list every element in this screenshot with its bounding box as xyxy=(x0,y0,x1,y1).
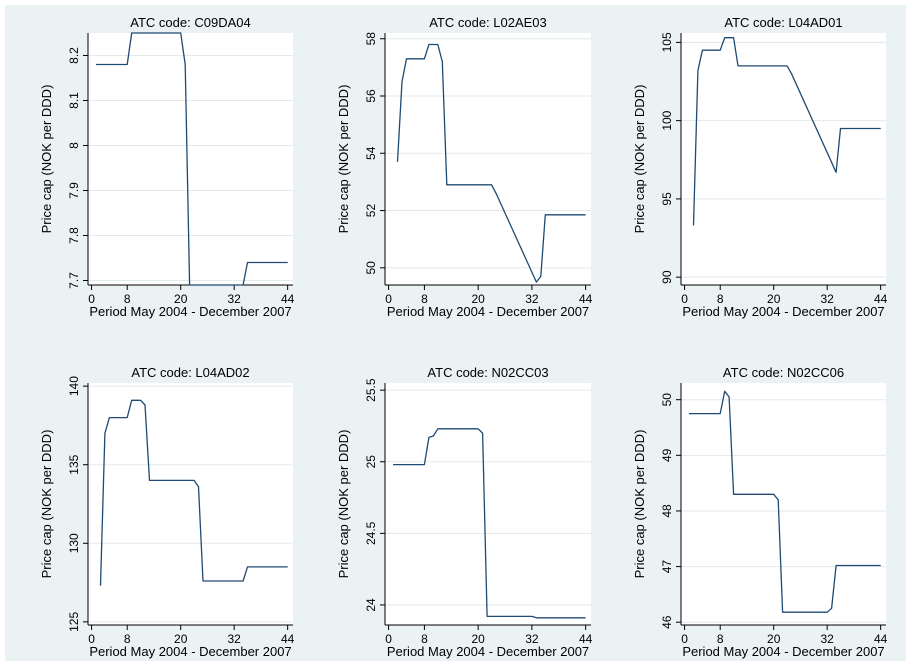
chart-panel-5: 24 24.5 25 25.5 0 8 20 32 44 ATC code: N02CC03 Per… xyxy=(336,365,593,659)
price-cap-line xyxy=(99,399,288,586)
y-tick-label: 140 xyxy=(67,376,81,396)
y-axis-label: Price cap (NOK per DDD) xyxy=(336,430,351,579)
chart-title: ATC code: N02CC03 xyxy=(427,365,548,380)
y-tick-label: 95 xyxy=(660,192,674,206)
y-tick-label: 125 xyxy=(67,612,81,632)
chart-title: ATC code: C09DA04 xyxy=(130,15,250,30)
y-tick-label: 7.9 xyxy=(67,182,81,199)
plot-area xyxy=(88,33,293,285)
x-tick-label: 32 xyxy=(227,292,241,306)
x-axis-label: Period May 2004 - December 2007 xyxy=(682,644,884,659)
x-axis-label: Period May 2004 - December 2007 xyxy=(387,644,589,659)
chart-panel-2: 50 52 54 56 58 0 8 20 32 44 ATC code: L02AE03 Perio… xyxy=(336,15,593,319)
x-tick-label: 20 xyxy=(767,292,781,306)
y-tick-label: 54 xyxy=(364,146,378,160)
plot-area xyxy=(88,383,293,625)
y-tick-label: 100 xyxy=(660,110,674,130)
plot-area xyxy=(681,383,886,625)
y-tick-label: 7.8 xyxy=(67,227,81,244)
plot-area xyxy=(385,33,591,285)
y-tick-label: 130 xyxy=(67,533,81,553)
x-tick-label: 32 xyxy=(820,632,834,646)
x-tick-label: 44 xyxy=(874,292,888,306)
x-tick-label: 0 xyxy=(385,632,392,646)
chart-panel-4: 125 130 135 140 0 8 20 32 44 ATC code: L04AD02 Per… xyxy=(39,365,295,659)
y-tick-label: 135 xyxy=(67,454,81,474)
y-tick-label: 52 xyxy=(364,204,378,218)
x-tick-label: 0 xyxy=(385,292,392,306)
y-tick-label: 58 xyxy=(364,32,378,46)
x-tick-label: 32 xyxy=(525,632,539,646)
y-axis-label: Price cap (NOK per DDD) xyxy=(336,85,351,234)
x-axis-label: Period May 2004 - December 2007 xyxy=(682,304,884,319)
price-cap-line xyxy=(393,428,586,619)
x-tick-label: 20 xyxy=(174,632,188,646)
y-tick-label: 25 xyxy=(364,455,378,469)
x-tick-label: 8 xyxy=(421,292,428,306)
x-tick-label: 44 xyxy=(874,632,888,646)
x-tick-label: 44 xyxy=(579,292,593,306)
x-tick-label: 32 xyxy=(820,292,834,306)
x-tick-label: 44 xyxy=(281,292,295,306)
y-tick-label: 24 xyxy=(364,598,378,612)
chart-panel-6: 46 47 48 49 50 0 8 20 32 44 ATC code: N02CC06 Perio… xyxy=(632,365,888,659)
y-tick-label: 50 xyxy=(660,393,674,407)
price-cap-line xyxy=(689,390,881,613)
chart-title: ATC code: L04AD02 xyxy=(131,365,249,380)
x-tick-label: 0 xyxy=(88,292,95,306)
price-cap-line xyxy=(396,43,586,283)
x-axis-label: Period May 2004 - December 2007 xyxy=(387,304,589,319)
chart-title: ATC code: L04AD01 xyxy=(724,15,842,30)
y-tick-label: 50 xyxy=(364,261,378,275)
y-tick-label: 105 xyxy=(660,32,674,52)
x-tick-label: 8 xyxy=(421,632,428,646)
x-axis-label: Period May 2004 - December 2007 xyxy=(89,644,291,659)
price-cap-line xyxy=(96,32,288,286)
x-tick-label: 44 xyxy=(579,632,593,646)
chart-panel-1: 7.7 7.8 7.9 8 8.1 8.2 0 8 20 32 44 ATC code: C09DA0… xyxy=(39,15,295,319)
x-tick-label: 20 xyxy=(471,292,485,306)
y-axis-label: Price cap (NOK per DDD) xyxy=(632,85,647,234)
x-tick-label: 44 xyxy=(281,632,295,646)
y-tick-label: 48 xyxy=(660,504,674,518)
plot-area xyxy=(385,383,591,625)
x-tick-label: 0 xyxy=(681,632,688,646)
plot-area xyxy=(681,33,886,285)
x-tick-label: 20 xyxy=(174,292,188,306)
y-axis-label: Price cap (NOK per DDD) xyxy=(39,85,54,234)
x-tick-label: 8 xyxy=(124,292,131,306)
y-tick-label: 24.5 xyxy=(364,521,378,545)
x-tick-label: 20 xyxy=(767,632,781,646)
y-tick-label: 8.1 xyxy=(67,92,81,109)
x-tick-label: 20 xyxy=(471,632,485,646)
x-tick-label: 0 xyxy=(88,632,95,646)
y-axis-label: Price cap (NOK per DDD) xyxy=(39,430,54,579)
x-tick-label: 0 xyxy=(681,292,688,306)
chart-panel-3: 90 95 100 105 0 8 20 32 44 ATC code: L04AD01 Perio… xyxy=(632,15,888,319)
x-tick-label: 8 xyxy=(124,632,131,646)
x-tick-label: 32 xyxy=(525,292,539,306)
x-tick-label: 32 xyxy=(227,632,241,646)
chart-title: ATC code: N02CC06 xyxy=(723,365,844,380)
y-tick-label: 90 xyxy=(660,270,674,284)
y-tick-label: 25.5 xyxy=(364,378,378,402)
y-tick-label: 47 xyxy=(660,560,674,574)
y-axis-label: Price cap (NOK per DDD) xyxy=(632,430,647,579)
y-tick-label: 46 xyxy=(660,615,674,629)
y-tick-label: 49 xyxy=(660,448,674,462)
y-tick-label: 7.7 xyxy=(67,272,81,289)
y-tick-label: 8 xyxy=(67,142,81,149)
y-tick-label: 56 xyxy=(364,89,378,103)
x-tick-label: 8 xyxy=(717,632,724,646)
chart-title: ATC code: L02AE03 xyxy=(429,15,547,30)
x-tick-label: 8 xyxy=(717,292,724,306)
y-tick-label: 8.2 xyxy=(67,47,81,64)
price-cap-line xyxy=(692,37,881,226)
x-axis-label: Period May 2004 - December 2007 xyxy=(89,304,291,319)
